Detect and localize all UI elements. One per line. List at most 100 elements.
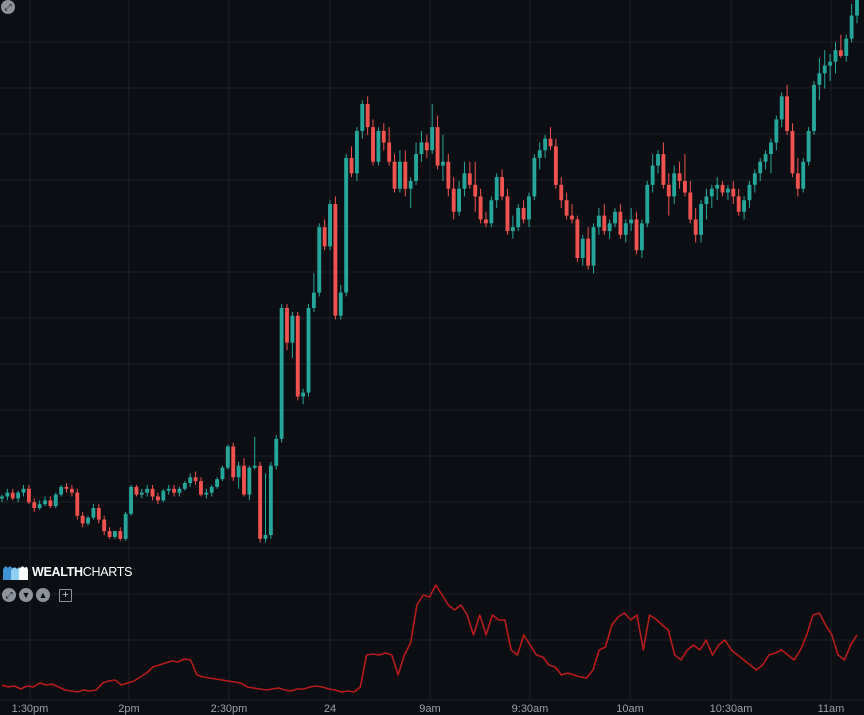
- candle-body: [172, 488, 177, 493]
- candle-body: [209, 486, 214, 493]
- candle-body: [306, 307, 311, 393]
- candle-body: [446, 161, 451, 189]
- candle-body: [634, 219, 639, 251]
- candle-body: [715, 184, 720, 189]
- candle-body: [543, 138, 548, 151]
- candle-body: [682, 180, 687, 193]
- candle-body: [64, 486, 69, 489]
- candle-body: [731, 188, 736, 197]
- x-tick-label: 1:30pm: [12, 703, 49, 715]
- candle-body: [548, 138, 553, 147]
- move-down-button[interactable]: ▼: [19, 588, 33, 602]
- candle-body: [69, 488, 74, 493]
- candle-body: [0, 496, 4, 499]
- candle-body: [570, 215, 574, 220]
- candle-body: [795, 173, 800, 189]
- candle-body: [527, 196, 531, 220]
- candle-body: [623, 223, 628, 235]
- candle-body: [317, 227, 322, 293]
- candle-body: [478, 196, 483, 220]
- candle-body: [414, 154, 418, 181]
- candle-body: [177, 488, 182, 493]
- x-tick-label: 9am: [419, 703, 440, 715]
- candle-body: [596, 215, 601, 228]
- x-tick-label: 24: [324, 703, 336, 715]
- candle-body: [607, 223, 612, 232]
- candle-body: [817, 73, 822, 85]
- candle-body: [247, 467, 252, 495]
- pane-collapse-button[interactable]: ⤢: [1, 0, 15, 14]
- candle-body: [720, 184, 725, 193]
- x-tick-label: 11am: [818, 703, 845, 715]
- candle-body: [430, 127, 435, 151]
- candle-body: [204, 492, 209, 495]
- candle-body: [338, 292, 343, 316]
- candle-body: [86, 517, 90, 524]
- candle-body: [5, 492, 10, 497]
- candle-body: [435, 127, 440, 166]
- candle-body: [365, 104, 370, 128]
- candle-body: [193, 477, 198, 482]
- candle-body: [403, 161, 408, 189]
- candle-body: [629, 219, 634, 224]
- candle-body: [532, 157, 537, 197]
- move-up-button[interactable]: ▲: [36, 588, 50, 602]
- candle-body: [145, 488, 150, 493]
- time-axis: 1:30pm 2pm 2:30pm 24 9am 9:30am 10am 10:30am 11a…: [12, 703, 845, 715]
- candle-body: [742, 200, 747, 212]
- candle-body: [779, 96, 784, 120]
- candle-body: [285, 307, 289, 343]
- candle-body: [505, 196, 510, 232]
- indicator-pane: [1, 584, 858, 693]
- candle-body: [752, 173, 757, 185]
- scroll-down-icon: ▼: [21, 589, 31, 600]
- candle-body: [747, 184, 752, 201]
- collapse-pane-button[interactable]: ⤢: [2, 588, 16, 602]
- add-pane-icon: +: [62, 588, 69, 601]
- candle-body: [32, 502, 37, 509]
- candle-body: [774, 119, 779, 143]
- candle-body: [134, 486, 139, 495]
- candle-body: [112, 531, 117, 537]
- candle-body: [537, 150, 542, 158]
- candle-body: [699, 204, 703, 235]
- candle-body: [43, 500, 47, 505]
- candle-body: [118, 531, 123, 539]
- candle-body: [575, 219, 580, 258]
- candle-body: [156, 496, 160, 501]
- candle-body: [838, 50, 843, 56]
- candle-body: [785, 96, 790, 131]
- add-pane-button[interactable]: +: [59, 588, 72, 602]
- candle-body: [822, 65, 827, 74]
- candle-body: [666, 184, 671, 197]
- candle-body: [704, 196, 709, 205]
- collapse-arrows-icon: ⤢: [5, 589, 13, 600]
- candle-body: [467, 173, 472, 185]
- candle-body: [769, 142, 773, 155]
- candle-body: [473, 184, 478, 197]
- candle-body: [75, 492, 80, 516]
- candle-body: [344, 157, 349, 293]
- candle-body: [580, 238, 585, 258]
- candle-body: [252, 465, 257, 468]
- candle-body: [349, 157, 354, 174]
- wealthcharts-bulls-logo-icon: [3, 566, 28, 580]
- candle-body: [242, 465, 246, 495]
- pane-controls: ⤢ ▼ ▲ +: [2, 588, 72, 602]
- candle-body: [387, 142, 392, 162]
- candle-body: [855, 0, 859, 16]
- candle-body: [661, 154, 666, 185]
- candle-body: [494, 177, 499, 201]
- candle-body: [311, 292, 316, 308]
- candle-body: [279, 307, 284, 439]
- candle-body: [333, 204, 338, 316]
- candle-body: [457, 188, 462, 212]
- x-tick-label: 10am: [616, 703, 644, 715]
- brand-name: WEALTHCHARTS: [32, 565, 133, 579]
- candle-body: [564, 200, 569, 216]
- candle-body: [161, 490, 166, 501]
- candle-body: [790, 130, 795, 174]
